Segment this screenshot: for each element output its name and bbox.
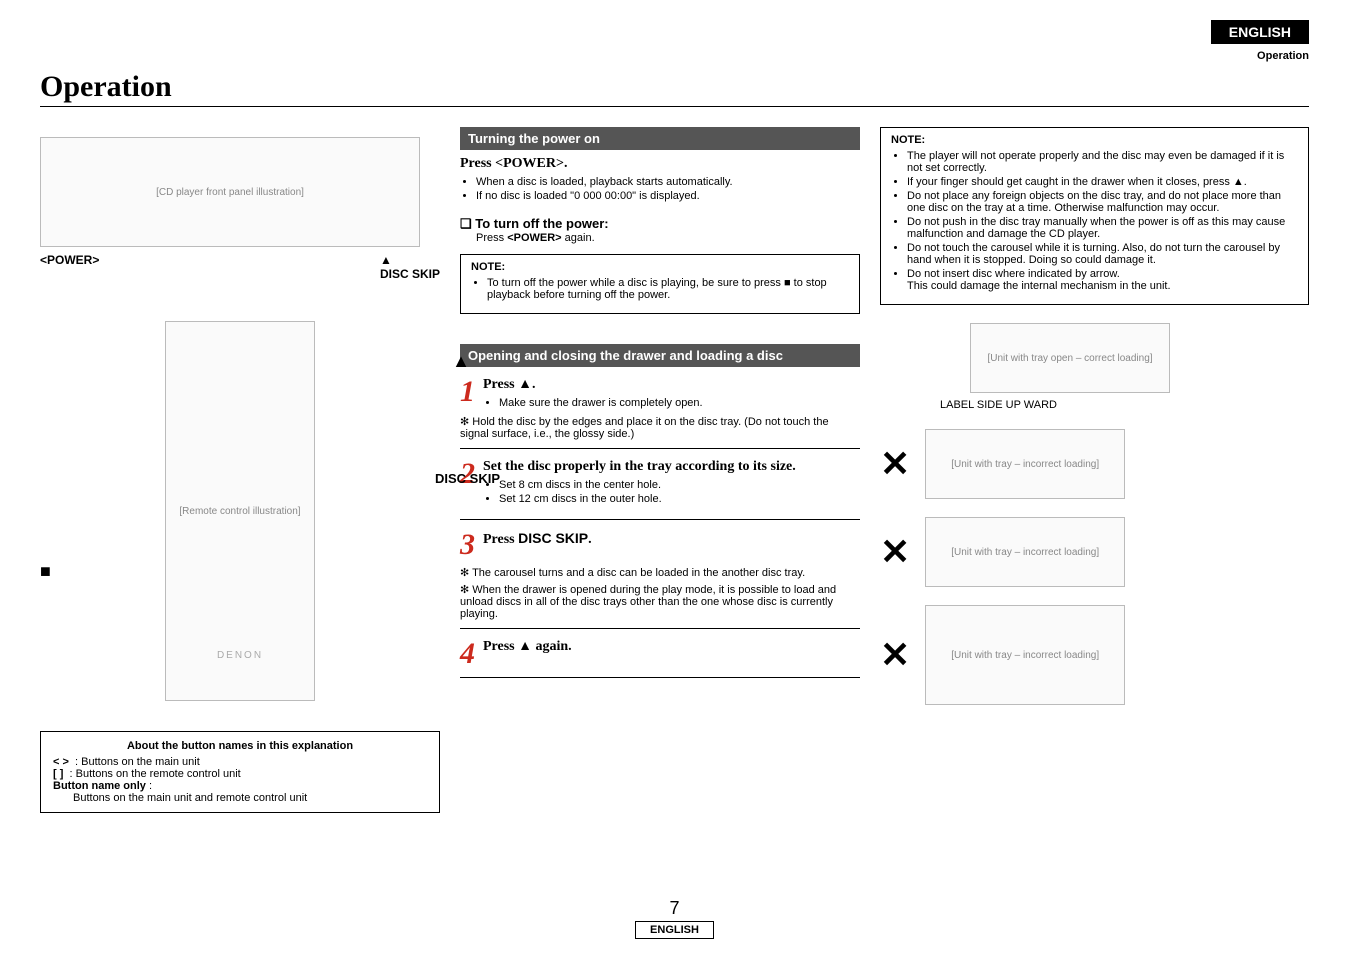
note-label-mid: NOTE: bbox=[471, 261, 849, 273]
turn-off-heading: To turn off the power: bbox=[460, 216, 860, 232]
turn-off-body: Press <POWER> again. bbox=[460, 232, 860, 244]
remote-disc-skip-label: DISC SKIP bbox=[435, 471, 500, 486]
step-2-heading: Set the disc properly in the tray accord… bbox=[483, 459, 796, 475]
right-note-3: Do not place any foreign objects on the … bbox=[907, 190, 1298, 214]
step-3-heading: Press DISC SKIP. bbox=[483, 530, 592, 548]
right-note-5: Do not touch the carousel while it is tu… bbox=[907, 242, 1298, 266]
right-note-box: NOTE: The player will not operate proper… bbox=[880, 127, 1309, 305]
about-title: About the button names in this explanati… bbox=[53, 740, 427, 752]
remote-illustration: [Remote control illustration] bbox=[165, 321, 315, 701]
step-1-after: Hold the disc by the edges and place it … bbox=[460, 416, 829, 440]
about-sym-main: < > bbox=[53, 756, 69, 768]
middle-column: Turning the power on Press <POWER>. When… bbox=[460, 117, 860, 686]
step-1-bullet: Make sure the drawer is completely open. bbox=[499, 397, 703, 409]
disc-skip-label: DISC SKIP bbox=[380, 267, 440, 281]
power-label: <POWER> bbox=[40, 253, 99, 281]
illus-wrong-3: [Unit with tray – incorrect loading] bbox=[925, 605, 1125, 705]
step-2-bullet-2: Set 12 cm discs in the outer hole. bbox=[499, 493, 796, 505]
section-power-on: Turning the power on bbox=[460, 127, 860, 150]
cross-icon-3: ✕ bbox=[880, 634, 910, 676]
right-note-label: NOTE: bbox=[891, 134, 1298, 146]
page-number: 7 bbox=[0, 898, 1349, 919]
remote-stop-label: ■ bbox=[40, 561, 51, 582]
remote-eject-label: ▲ bbox=[452, 351, 470, 372]
right-column: NOTE: The player will not operate proper… bbox=[880, 117, 1309, 705]
step-4-number: 4 bbox=[460, 639, 475, 669]
about-txt-main: : Buttons on the main unit bbox=[75, 756, 200, 768]
about-txt-remote: : Buttons on the remote control unit bbox=[70, 768, 241, 780]
about-box: About the button names in this explanati… bbox=[40, 731, 440, 813]
note-mid: NOTE: To turn off the power while a disc… bbox=[460, 254, 860, 314]
cross-icon-2: ✕ bbox=[880, 531, 910, 573]
remote-brand: DENON bbox=[40, 650, 440, 661]
right-note-1: The player will not operate properly and… bbox=[907, 150, 1298, 174]
press-power-bullet-1: When a disc is loaded, playback starts a… bbox=[476, 176, 860, 188]
step-3-number: 3 bbox=[460, 530, 475, 560]
cross-icon-1: ✕ bbox=[880, 443, 910, 485]
left-column: [CD player front panel illustration] <PO… bbox=[40, 117, 440, 813]
illus-wrong-2: [Unit with tray – incorrect loading] bbox=[925, 517, 1125, 587]
illus-correct: [Unit with tray open – correct loading] bbox=[970, 323, 1170, 393]
page-footer: 7 ENGLISH bbox=[0, 898, 1349, 939]
footer-language: ENGLISH bbox=[635, 921, 714, 939]
language-tab: ENGLISH bbox=[1211, 20, 1309, 44]
right-note-4: Do not push in the disc tray manually wh… bbox=[907, 216, 1298, 240]
step-2-bullet-1: Set 8 cm discs in the center hole. bbox=[499, 479, 796, 491]
press-power-heading: Press <POWER>. bbox=[460, 156, 860, 172]
section-open-close: Opening and closing the drawer and loadi… bbox=[460, 344, 860, 367]
label-side-text: LABEL SIDE UP WARD bbox=[940, 399, 1309, 411]
page-title: Operation bbox=[40, 70, 1309, 107]
right-note-2: If your finger should get caught in the … bbox=[907, 176, 1298, 188]
breadcrumb: Operation bbox=[1257, 50, 1309, 62]
step-4-heading: Press ▲ again. bbox=[483, 639, 572, 655]
step-1-heading: Press ▲. bbox=[483, 377, 703, 393]
note-mid-body: To turn off the power while a disc is pl… bbox=[487, 277, 849, 301]
unit-illustration: [CD player front panel illustration] bbox=[40, 137, 420, 247]
about-bno: Button name only bbox=[53, 780, 146, 792]
step-3-bullet-2: When the drawer is opened during the pla… bbox=[460, 584, 836, 620]
about-bno-txt: Buttons on the main unit and remote cont… bbox=[53, 792, 427, 804]
illus-wrong-1: [Unit with tray – incorrect loading] bbox=[925, 429, 1125, 499]
right-note-6: Do not insert disc where indicated by ar… bbox=[907, 268, 1298, 292]
eject-symbol: ▲ bbox=[380, 253, 392, 267]
press-power-bullet-2: If no disc is loaded "0 000 00:00" is di… bbox=[476, 190, 860, 202]
step-3-bullet-1: The carousel turns and a disc can be loa… bbox=[472, 567, 805, 579]
step-1-number: 1 bbox=[460, 377, 475, 407]
about-sym-remote: [ ] bbox=[53, 768, 63, 780]
